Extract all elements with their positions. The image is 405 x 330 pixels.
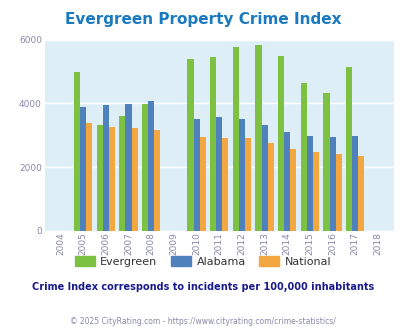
- Bar: [323, 92, 329, 231]
- Bar: [290, 149, 296, 231]
- Bar: [131, 128, 137, 231]
- Bar: [255, 45, 261, 231]
- Bar: [109, 127, 115, 231]
- Bar: [329, 137, 335, 231]
- Legend: Evergreen, Alabama, National: Evergreen, Alabama, National: [70, 251, 335, 271]
- Bar: [352, 136, 358, 231]
- Bar: [312, 152, 318, 231]
- Bar: [284, 132, 290, 231]
- Bar: [244, 138, 250, 231]
- Bar: [96, 125, 102, 231]
- Bar: [187, 59, 193, 231]
- Bar: [74, 72, 80, 231]
- Bar: [215, 117, 222, 231]
- Bar: [222, 138, 228, 231]
- Bar: [209, 57, 215, 231]
- Text: © 2025 CityRating.com - https://www.cityrating.com/crime-statistics/: © 2025 CityRating.com - https://www.city…: [70, 317, 335, 326]
- Bar: [142, 104, 148, 231]
- Bar: [261, 125, 267, 231]
- Bar: [358, 156, 364, 231]
- Bar: [300, 83, 306, 231]
- Bar: [267, 143, 273, 231]
- Bar: [148, 101, 154, 231]
- Text: Crime Index corresponds to incidents per 100,000 inhabitants: Crime Index corresponds to incidents per…: [32, 282, 373, 292]
- Bar: [86, 123, 92, 231]
- Bar: [335, 154, 341, 231]
- Bar: [125, 104, 131, 231]
- Bar: [199, 137, 205, 231]
- Bar: [154, 130, 160, 231]
- Text: Evergreen Property Crime Index: Evergreen Property Crime Index: [64, 12, 341, 26]
- Bar: [80, 107, 86, 231]
- Bar: [306, 136, 312, 231]
- Bar: [193, 119, 199, 231]
- Bar: [238, 119, 244, 231]
- Bar: [277, 56, 284, 231]
- Bar: [119, 115, 125, 231]
- Bar: [102, 105, 109, 231]
- Bar: [345, 67, 352, 231]
- Bar: [232, 47, 238, 231]
